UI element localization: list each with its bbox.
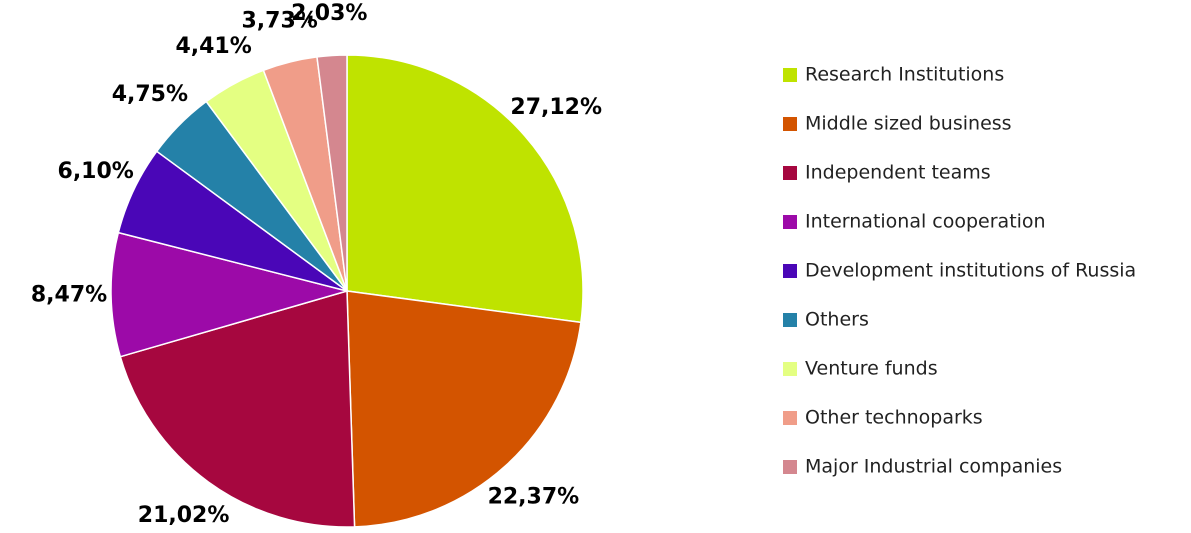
legend-label: Development institutions of Russia	[805, 260, 1136, 282]
legend-swatch	[783, 166, 797, 180]
data-label: 6,10%	[58, 159, 134, 184]
legend-label: International cooperation	[805, 211, 1046, 233]
legend-swatch	[783, 460, 797, 474]
legend-label: Research Institutions	[805, 64, 1004, 86]
data-label: 27,12%	[510, 95, 602, 120]
legend-swatch	[783, 362, 797, 376]
legend-label: Major Industrial companies	[805, 456, 1062, 478]
pie-slice	[346, 54, 584, 324]
legend-swatch	[783, 68, 797, 82]
data-label: 22,37%	[488, 484, 580, 509]
legend-label: Middle sized business	[805, 113, 1012, 135]
legend-swatch	[783, 117, 797, 131]
pie-slice	[119, 290, 356, 528]
data-label: 3,73%	[241, 8, 317, 33]
legend-label: Others	[805, 309, 869, 331]
legend-label: Other technoparks	[805, 407, 983, 429]
data-label: 2,03%	[291, 1, 367, 26]
legend-swatch	[783, 215, 797, 229]
pie-slice	[316, 54, 348, 292]
legend-label: Independent teams	[805, 162, 991, 184]
data-label: 4,75%	[112, 82, 188, 107]
data-label: 21,02%	[138, 503, 230, 528]
pie-slice	[346, 290, 582, 528]
legend-swatch	[783, 313, 797, 327]
pie-slice	[110, 231, 350, 358]
data-label: 8,47%	[31, 282, 107, 307]
legend-swatch	[783, 411, 797, 425]
legend-label: Venture funds	[805, 358, 938, 380]
data-label: 4,41%	[175, 34, 251, 59]
legend-swatch	[783, 264, 797, 278]
